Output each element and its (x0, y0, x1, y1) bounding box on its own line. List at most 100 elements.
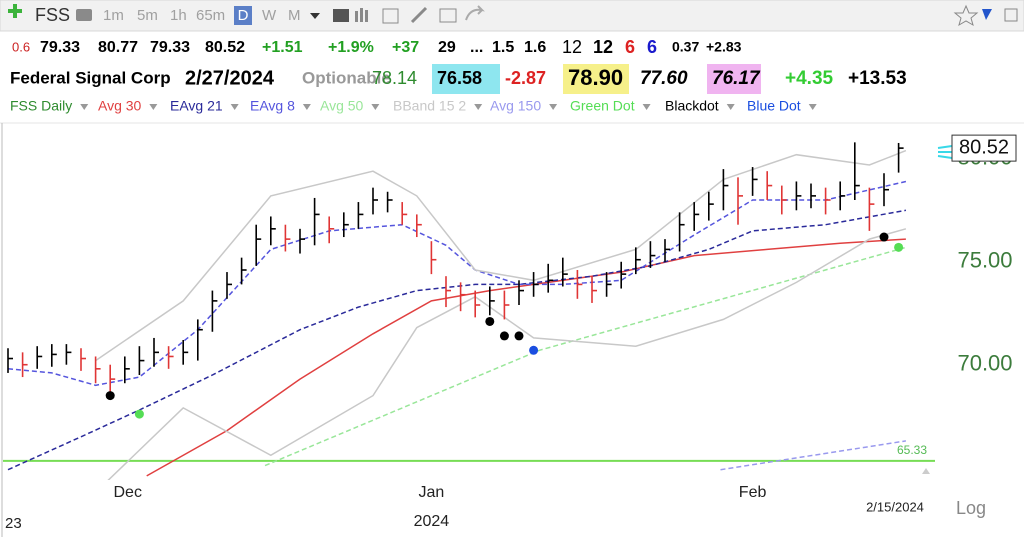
legend-entry[interactable]: EAvg 8 (250, 98, 295, 114)
legend-entry[interactable]: Blackdot (665, 98, 719, 114)
interval-button[interactable]: 5m (137, 7, 158, 24)
y-tick-label: 70.00 (957, 351, 1012, 376)
log-button[interactable]: Log (956, 498, 986, 518)
signal-dot (879, 232, 889, 242)
year-label: 2024 (414, 513, 450, 530)
toolbar-icons (76, 4, 1018, 27)
icon[interactable] (333, 9, 349, 22)
legend-entry[interactable]: Green Dot (570, 98, 635, 114)
icon[interactable] (355, 11, 358, 22)
legend-dropdown (371, 104, 380, 110)
legend-entry[interactable]: EAvg 21 (170, 98, 223, 114)
last-price-box (951, 134, 1017, 162)
legend-entry[interactable]: BBand 15 2 (393, 98, 466, 114)
interval-button[interactable]: W (262, 7, 277, 24)
icon[interactable] (365, 10, 368, 22)
interval-button[interactable]: 1h (170, 7, 187, 24)
interval-button[interactable]: 1m (103, 7, 124, 24)
overlay-line (720, 440, 907, 471)
quote-value: 0.6 (12, 39, 30, 54)
toolbar-text: FSS 1m 5m 1h 65m D W M (35, 5, 301, 25)
year-label: 23 (5, 515, 22, 532)
overlay-line (95, 149, 907, 362)
highlight (432, 64, 500, 94)
highlight (563, 64, 629, 94)
star-icon[interactable] (953, 4, 979, 27)
quote-rows: 0.6 79.33 80.77 79.33 80.52 +1.51 +1.9% +37 29..… (10, 37, 907, 94)
quote-value: 80.52 (205, 39, 245, 56)
y-tick-label: 75.00 (957, 248, 1012, 273)
icon[interactable] (360, 8, 363, 22)
quote-value: 79.33 (150, 39, 190, 56)
legend-dropdown (474, 104, 483, 110)
overlay-line (264, 246, 907, 467)
legend-dropdown (302, 104, 311, 110)
quote-value: +13.53 (848, 68, 907, 89)
quote-value: -2.87 (505, 68, 546, 88)
x-tick-label: Dec (113, 484, 141, 501)
axes: 70.0075.0080.00DecJanFeb2024232/15/2024L… (5, 134, 1017, 532)
quote-value: 78.90 (568, 65, 623, 90)
cursor-date: 2/15/2024 (866, 499, 924, 514)
signal-dot (529, 345, 539, 355)
legend-entry[interactable]: FSS Daily (10, 98, 72, 114)
quote-value: 6 (647, 37, 657, 57)
icon[interactable] (465, 5, 485, 21)
quote-value: 76.58 (437, 68, 482, 88)
quote-value: 1.5 (492, 39, 514, 56)
overlay-line (7, 209, 907, 471)
quote-value: 6 (625, 37, 635, 57)
signal-dot (105, 391, 115, 401)
toolbar (0, 0, 1024, 32)
quote-value: ... (470, 39, 483, 56)
quote-value: 79.33 (40, 39, 80, 56)
legend-entry[interactable]: Avg 150 (490, 98, 541, 114)
plot-area (3, 142, 935, 480)
quote-value: 1.6 (524, 39, 546, 56)
add-icon[interactable] (8, 4, 22, 18)
quote-value: +1.9% (328, 39, 374, 56)
legend-entry[interactable]: Avg 30 (98, 98, 142, 114)
interval-active (234, 6, 252, 25)
x-tick-label: Jan (419, 484, 445, 501)
legend-dropdown (549, 104, 558, 110)
price-marker (937, 145, 953, 159)
interval-button[interactable]: D (238, 7, 249, 24)
icon[interactable] (1004, 8, 1018, 22)
scroll-marker (922, 468, 930, 474)
icon[interactable] (410, 6, 428, 24)
quote-value: 12 (562, 37, 582, 57)
last-price-label: 80.52 (959, 136, 1009, 158)
legend-entry[interactable]: Avg 50 (320, 98, 364, 114)
legend-dropdown (808, 104, 817, 110)
quote-value: +4.35 (785, 68, 834, 89)
quote-value: Federal Signal Corp (10, 68, 171, 87)
icon[interactable] (439, 8, 457, 23)
legend-entry[interactable]: Blue Dot (747, 98, 801, 114)
dropdown[interactable] (310, 13, 320, 19)
highlight (707, 64, 761, 94)
x-tick-label: Feb (739, 484, 767, 501)
signal-dot (134, 409, 144, 419)
horizontal-line-label: 65.33 (897, 443, 927, 457)
signal-dot (485, 316, 495, 326)
quote-value: Optionable (302, 68, 391, 87)
flag-icon[interactable] (982, 9, 992, 20)
quote-value: 29 (438, 39, 456, 56)
quote-value: 12 (593, 37, 613, 57)
quote-value: 2/27/2024 (185, 67, 275, 89)
legend-dropdown (642, 104, 651, 110)
legend-dropdown (230, 104, 239, 110)
symbol[interactable]: FSS (35, 5, 70, 25)
quote-value: 80.77 (98, 39, 138, 56)
quote-value: 0.37 (672, 39, 699, 55)
interval-button[interactable]: 65m (196, 7, 225, 24)
overlay-line (7, 180, 907, 387)
icon[interactable] (76, 9, 92, 21)
quote-value: +2.83 (706, 39, 742, 55)
interval-button[interactable]: M (288, 7, 301, 24)
icon[interactable] (382, 8, 399, 24)
quote-value: 76.17 (712, 68, 761, 89)
